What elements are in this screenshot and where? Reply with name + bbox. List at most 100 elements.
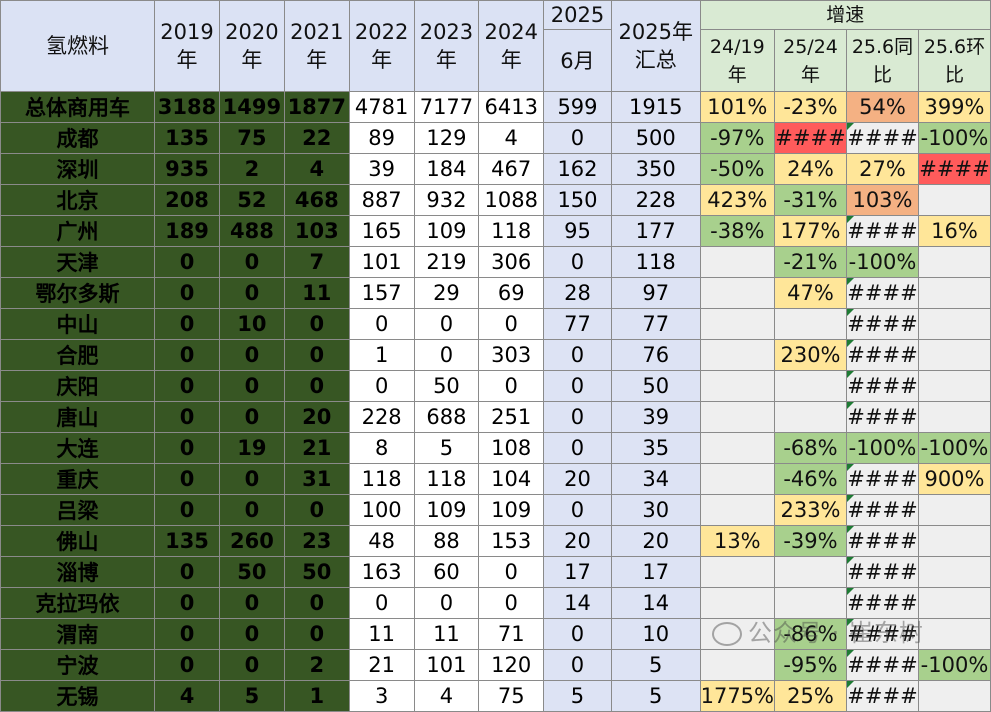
row-label: 鄂尔多斯 [0, 277, 156, 309]
value-cell: 0 [348, 308, 415, 340]
growth-cell [917, 618, 991, 650]
growth-cell: 233% [774, 494, 847, 526]
value-cell: 1915 [610, 91, 701, 123]
header-year-2022: 2022 年 [348, 0, 415, 92]
value-cell: 935 [154, 153, 220, 185]
growth-cell [917, 587, 991, 619]
value-cell: 0 [543, 494, 612, 526]
value-cell: 0 [154, 618, 220, 650]
value-cell: 0 [218, 339, 285, 371]
growth-cell [699, 246, 776, 278]
value-cell: 0 [413, 339, 480, 371]
value-cell: 20 [543, 525, 612, 557]
table-row: 吕梁 0 0 0 100 109 109 0 30 233% #### [0, 494, 991, 526]
row-label: 天津 [0, 246, 156, 278]
value-cell: 50 [413, 370, 480, 402]
value-cell: 11 [348, 618, 415, 650]
growth-cell: #### [845, 587, 919, 619]
value-cell: 0 [154, 277, 220, 309]
table-row: 庆阳 0 0 0 0 50 0 0 50 #### [0, 370, 991, 402]
table-row: 淄博 0 50 50 163 60 0 17 17 #### [0, 556, 991, 588]
value-cell: 0 [218, 618, 285, 650]
value-cell: 77 [543, 308, 612, 340]
value-cell: 228 [348, 401, 415, 433]
row-label: 重庆 [0, 463, 156, 495]
value-cell: 14 [543, 587, 612, 619]
header-growth-25-24: 25/24 年 [774, 29, 847, 92]
growth-cell [699, 432, 776, 464]
value-cell: 3 [348, 680, 415, 712]
value-cell: 153 [478, 525, 545, 557]
growth-cell [699, 339, 776, 371]
table-row: 重庆 0 0 31 118 118 104 20 34 -46% #### 900% [0, 463, 991, 495]
value-cell: 1 [348, 339, 415, 371]
value-cell: 0 [218, 277, 285, 309]
growth-cell: 27% [845, 153, 919, 185]
value-cell: 165 [348, 215, 415, 247]
value-cell: 0 [154, 370, 220, 402]
value-cell: 0 [543, 246, 612, 278]
growth-cell: #### [845, 649, 919, 681]
value-cell: 89 [348, 122, 415, 154]
value-cell: 157 [348, 277, 415, 309]
value-cell: 118 [413, 463, 480, 495]
value-cell: 0 [348, 370, 415, 402]
value-cell: 5 [218, 680, 285, 712]
value-cell: 0 [154, 463, 220, 495]
value-cell: 0 [283, 308, 350, 340]
value-cell: 118 [610, 246, 701, 278]
table-row: 大连 0 19 21 8 5 108 0 35 -68% -100% -100% [0, 432, 991, 464]
value-cell: 162 [543, 153, 612, 185]
growth-cell [774, 556, 847, 588]
header-year-2019: 2019 年 [154, 0, 220, 92]
value-cell: 20 [543, 463, 612, 495]
value-cell: 39 [610, 401, 701, 433]
table-row: 北京 208 52 468 887 932 1088 150 228 423% -31% 103% [0, 184, 991, 216]
value-cell: 118 [478, 215, 545, 247]
value-cell: 0 [154, 556, 220, 588]
row-label: 中山 [0, 308, 156, 340]
value-cell: 39 [348, 153, 415, 185]
value-cell: 4 [478, 122, 545, 154]
value-cell: 2 [218, 153, 285, 185]
value-cell: 0 [154, 649, 220, 681]
value-cell: 0 [154, 587, 220, 619]
header-growth-yoy: 25.6同比 [845, 29, 919, 92]
growth-cell: 47% [774, 277, 847, 309]
value-cell: 468 [283, 184, 350, 216]
value-cell: 52 [218, 184, 285, 216]
growth-cell: #### [845, 215, 919, 247]
value-cell: 23 [283, 525, 350, 557]
value-cell: 20 [610, 525, 701, 557]
growth-cell: 101% [699, 91, 776, 123]
header-total: 2025年 汇总 [610, 0, 701, 92]
growth-cell [917, 370, 991, 402]
value-cell: 104 [478, 463, 545, 495]
value-cell: 30 [610, 494, 701, 526]
growth-cell: 230% [774, 339, 847, 371]
growth-cell: #### [845, 401, 919, 433]
header-growth: 增速 [699, 0, 991, 30]
growth-cell: -50% [699, 153, 776, 185]
value-cell: 228 [610, 184, 701, 216]
value-cell: 120 [478, 649, 545, 681]
header-year-2024: 2024 年 [478, 0, 545, 92]
growth-cell [699, 370, 776, 402]
value-cell: 5 [610, 649, 701, 681]
value-cell: 103 [283, 215, 350, 247]
growth-cell: -100% [845, 432, 919, 464]
row-label: 北京 [0, 184, 156, 216]
value-cell: 0 [348, 587, 415, 619]
growth-cell: -100% [917, 432, 991, 464]
value-cell: 21 [348, 649, 415, 681]
value-cell: 8 [348, 432, 415, 464]
growth-cell: 423% [699, 184, 776, 216]
growth-cell: -21% [774, 246, 847, 278]
value-cell: 0 [154, 494, 220, 526]
value-cell: 4 [413, 680, 480, 712]
growth-cell: -86% [774, 618, 847, 650]
table-row: 合肥 0 0 0 1 0 303 0 76 230% #### [0, 339, 991, 371]
value-cell: 932 [413, 184, 480, 216]
table-row: 广州 189 488 103 165 109 118 95 177 -38% 177% #### 16% [0, 215, 991, 247]
